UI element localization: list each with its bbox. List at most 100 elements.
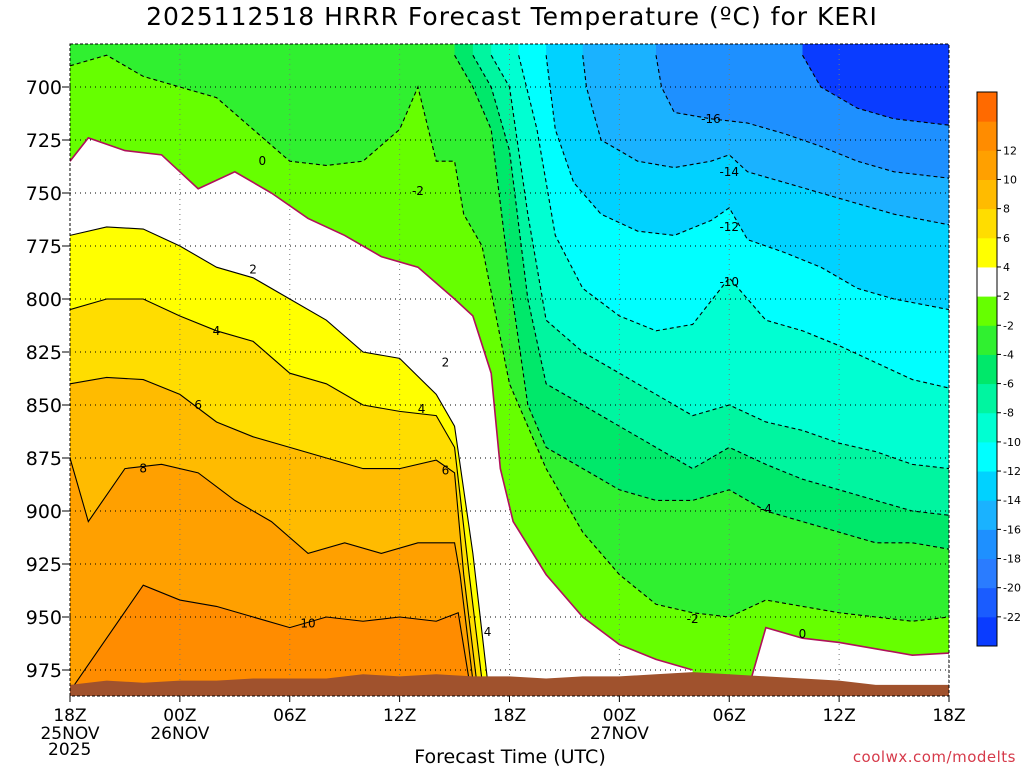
x-tick-label: 06Z [713,706,746,726]
contour-label: -10 [719,275,739,289]
colorbar-label: 2 [1003,290,1010,303]
colorbar-swatch [977,412,997,443]
colorbar-swatch [977,266,997,297]
contour-line [70,584,470,692]
y-tick-label: 800 [26,289,62,311]
y-tick-label: 750 [26,183,62,205]
x-tick-label: 27NOV [590,724,649,744]
colorbar-swatch [977,354,997,385]
colorbar-swatch [977,150,997,180]
colorbar-swatch [977,92,997,122]
y-tick-label: 850 [26,395,62,417]
x-tick-label: 12Z [383,706,416,726]
contour-label: -2 [412,184,424,198]
x-tick-label: 00Z [603,706,636,726]
contour-label: 0 [258,154,266,168]
colorbar-swatch [977,208,997,239]
y-tick-label: 975 [26,660,62,682]
colorbar-swatch [977,121,997,151]
contour-label: 4 [213,324,221,338]
x-tick-label: 18Z [932,706,965,726]
colorbar-label: -16 [1003,523,1021,536]
colorbar-swatch [977,471,997,501]
colorbar-label: -6 [1003,378,1014,391]
y-tick-label: 700 [26,77,62,99]
colorbar-label: -20 [1003,582,1021,595]
contour-label: 4 [484,625,492,639]
colorbar-swatch [977,529,997,560]
colorbar-swatch [977,179,997,210]
colorbar-label: 12 [1003,144,1017,157]
colorbar-label: -14 [1003,494,1021,507]
colorbar-label: -8 [1003,407,1014,420]
contour-line [518,55,949,389]
chart-title: 2025112518 HRRR Forecast Temperature (ºC… [146,2,878,31]
colorbar-swatch [977,587,997,618]
contour-line [490,54,949,470]
grid-lines [70,44,949,696]
contour-label: 4 [418,402,426,416]
credit-label: coolwx.com/modelts [852,748,1016,766]
x-tick-label: 18Z [493,706,526,726]
contour-line [746,626,949,692]
contour-label: 6 [194,398,202,412]
x-tick-label: 00Z [163,706,196,726]
colorbar-label: -22 [1003,611,1021,624]
contour-line [454,54,949,550]
y-tick-label: 775 [26,236,62,258]
contour-label: 0 [799,627,807,641]
contour-label: -2 [687,612,699,626]
x-tick-label: 06Z [273,706,306,726]
colorbar-label: 6 [1003,232,1010,245]
contour-line [70,376,478,681]
colorbar-swatch [977,325,997,355]
y-axis: 700 725 750 775 800 825 850 875 900 925 950 975 [26,77,70,682]
x-tick-label: 25NOV [40,724,99,744]
colorbar-swatch [977,383,997,414]
colorbar-label: 8 [1003,203,1010,216]
contour-label: -14 [719,165,739,179]
colorbar-frame [976,91,998,647]
colorbar-label: -2 [1003,319,1014,332]
colorbar-swatch [977,500,997,530]
contour-line [472,54,949,516]
contour-line [802,54,949,126]
x-tick-label: 26NOV [150,724,209,744]
contour-line [70,457,474,681]
contour-line [70,226,489,681]
y-tick-label: 875 [26,448,62,470]
y-tick-label: 725 [26,130,62,152]
colorbar-label: 4 [1003,261,1010,274]
contour-line [70,136,693,671]
contour-label: 2 [442,356,450,370]
colorbar-swatch [977,616,997,647]
colorbar-label: -12 [1003,465,1021,478]
contour-labels: 0 -2 2 4 6 8 2 4 6 10 4 -2 0 -4 -16 -14 -12 -10 [139,112,806,641]
colorbar-label: -4 [1003,348,1014,361]
contour-label: 2 [249,262,257,276]
colorbar-label: -10 [1003,436,1021,449]
contour-line [545,55,949,311]
contour-label: -4 [760,502,772,516]
contour-line [70,298,483,681]
y-tick-label: 950 [26,607,62,629]
contour-label: 6 [442,464,450,478]
contour-label: -12 [719,220,739,234]
x-tick-label: 18Z [53,706,86,726]
y-tick-label: 900 [26,501,62,523]
contour-label: -16 [701,112,721,126]
terrain-surface [70,672,949,696]
contour-line [70,54,949,622]
x-axis-label: Forecast Time (UTC) [414,746,606,768]
contour-label: 10 [300,616,315,630]
colorbar-label: -18 [1003,553,1021,566]
colorbar-swatch [977,558,997,589]
band-10 [70,585,470,696]
y-tick-label: 925 [26,554,62,576]
colorbar-swatch [977,441,997,472]
contour-label: 8 [139,462,147,476]
colorbar-swatch [977,237,997,268]
